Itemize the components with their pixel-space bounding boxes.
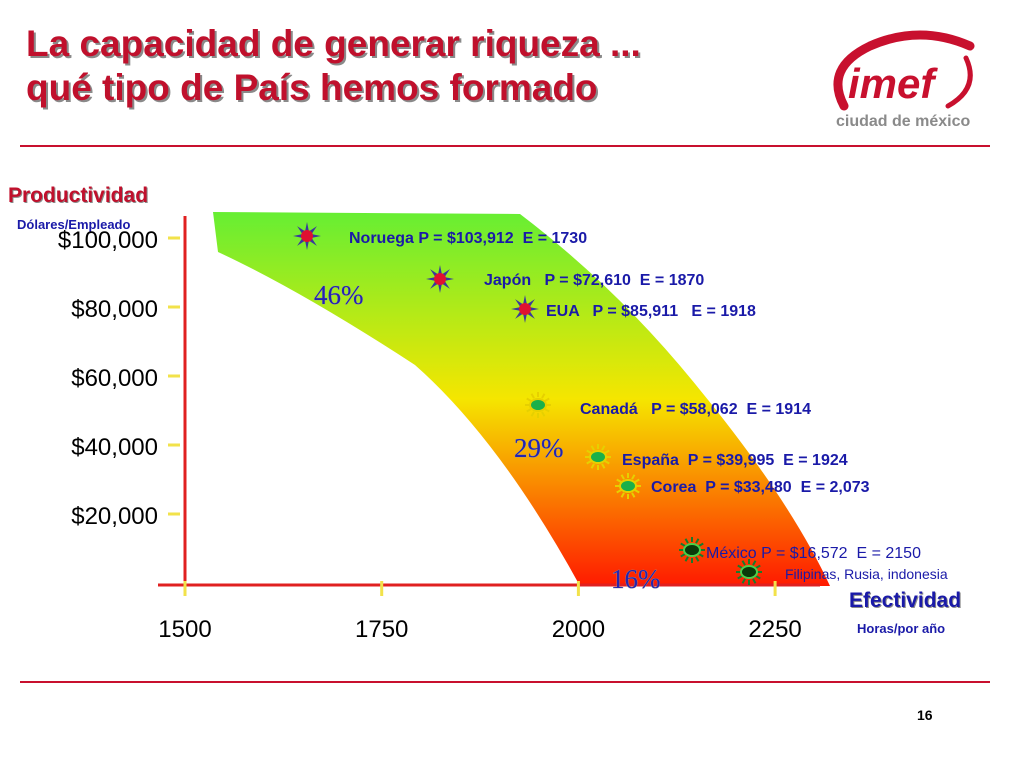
logo-wordmark: imef xyxy=(848,60,938,107)
x-axis-title: Efectividad xyxy=(849,589,962,612)
logo-subtitle: ciudad de méxico xyxy=(836,113,970,130)
data-point-marker xyxy=(585,444,611,470)
data-point-marker xyxy=(615,473,641,499)
band-percentage-label: 46% xyxy=(314,280,364,310)
data-point-label: Noruega P = $103,912 E = 1730 xyxy=(349,230,587,247)
y-axis-title: Productividad xyxy=(8,184,149,207)
title-line-1: La capacidad de generar riqueza ... xyxy=(26,23,641,64)
data-point-marker xyxy=(679,537,705,563)
x-tick-label: 2250 xyxy=(748,616,801,643)
page-number: 16 xyxy=(917,707,933,723)
data-point-marker xyxy=(525,392,551,418)
slide-title: La capacidad de generar riqueza ... qué … xyxy=(26,22,641,110)
data-point-label: México P = $16,572 E = 2150 xyxy=(706,545,921,562)
x-axis-subtitle: Horas/por año xyxy=(857,621,946,636)
y-axis-subtitle: Dólares/Empleado xyxy=(17,217,131,232)
y-tick-label: $60,000 xyxy=(71,365,158,392)
x-tick-label: 1500 xyxy=(158,616,211,643)
x-tick-label: 2000 xyxy=(552,616,605,643)
imef-logo: imef ciudad de méxico xyxy=(833,30,975,130)
data-point-label: Filipinas, Rusia, indonesia xyxy=(785,566,948,582)
data-point-marker xyxy=(293,222,321,250)
effectiveness-band xyxy=(213,212,830,586)
data-point-marker xyxy=(426,265,454,293)
data-point-label: Canadá P = $58,062 E = 1914 xyxy=(580,401,811,418)
band-percentage-label: 16% xyxy=(611,564,661,594)
y-tick-label: $100,000 xyxy=(58,227,158,254)
data-point-label: EUA P = $85,911 E = 1918 xyxy=(546,303,756,320)
bottom-divider xyxy=(20,681,990,683)
title-line-2: qué tipo de País hemos formado xyxy=(26,67,598,108)
y-tick-label: $20,000 xyxy=(71,503,158,530)
data-point-label: España P = $39,995 E = 1924 xyxy=(622,452,848,469)
y-tick-label: $40,000 xyxy=(71,434,158,461)
data-point-label: Japón P = $72,610 E = 1870 xyxy=(484,272,704,289)
data-point-marker xyxy=(511,295,539,323)
data-point-label: Corea P = $33,480 E = 2,073 xyxy=(651,479,870,496)
data-point-marker xyxy=(736,559,762,585)
x-tick-label: 1750 xyxy=(355,616,408,643)
top-divider xyxy=(20,145,990,147)
y-tick-label: $80,000 xyxy=(71,296,158,323)
band-percentage-label: 29% xyxy=(514,433,564,463)
